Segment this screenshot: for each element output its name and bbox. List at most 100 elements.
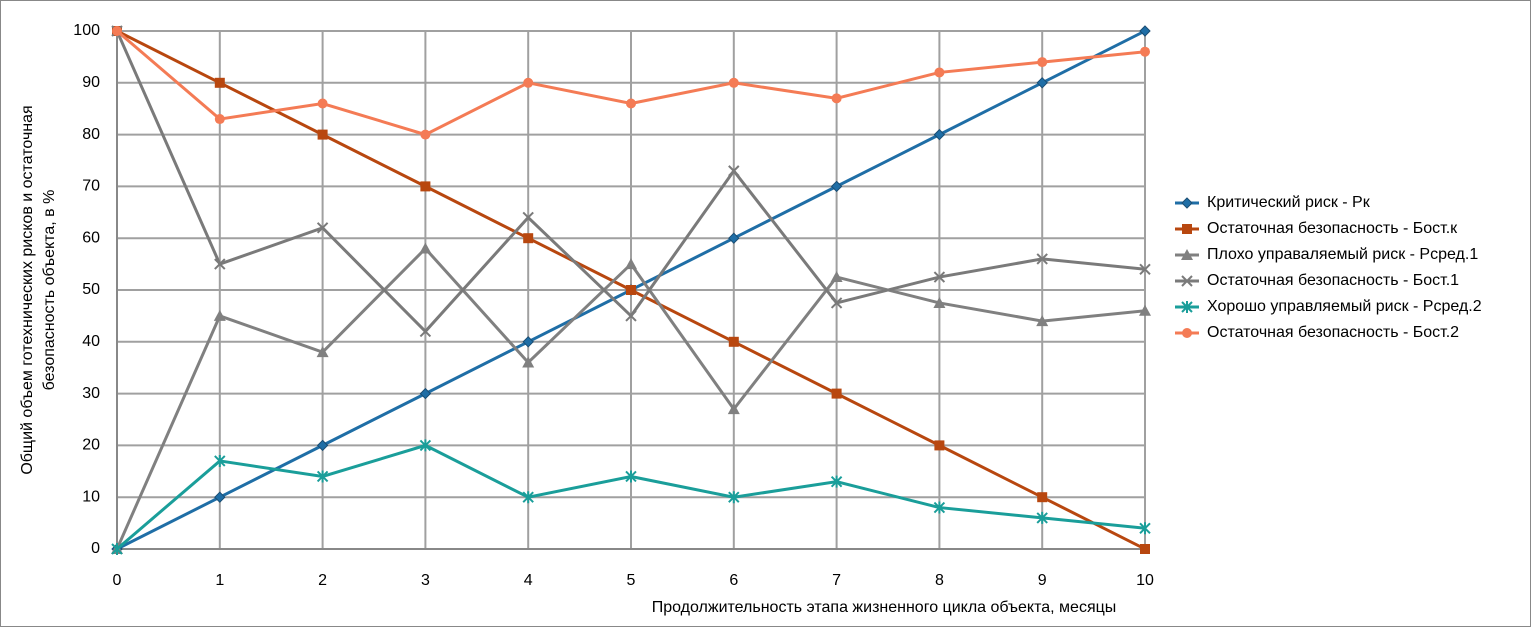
marker — [523, 233, 534, 244]
legend-marker — [1181, 249, 1193, 260]
y-tick-label: 40 — [82, 333, 100, 350]
marker — [626, 98, 636, 109]
marker — [728, 232, 740, 244]
marker — [830, 475, 843, 488]
marker — [316, 439, 329, 452]
x-tick-label: 4 — [524, 572, 533, 589]
y-tick-label: 60 — [82, 229, 100, 246]
marker — [1139, 522, 1151, 535]
marker — [626, 285, 636, 295]
marker — [934, 67, 945, 78]
marker — [522, 336, 534, 348]
y-tick-label: 90 — [82, 74, 100, 91]
marker — [316, 222, 329, 234]
marker — [1036, 511, 1048, 524]
marker — [933, 271, 946, 283]
legend-marker — [1181, 301, 1193, 313]
y-tick-label: 100 — [73, 22, 100, 39]
marker — [830, 271, 843, 283]
marker — [625, 258, 637, 270]
x-tick-label: 8 — [935, 572, 944, 589]
marker — [522, 356, 535, 368]
marker — [316, 346, 329, 358]
marker — [419, 325, 432, 338]
legend-label: Остаточная безопасность - Бост.1 — [1207, 272, 1459, 289]
marker — [1140, 46, 1150, 57]
marker — [419, 387, 432, 400]
x-tick-label: 6 — [729, 572, 738, 589]
marker — [420, 181, 431, 192]
marker — [523, 77, 534, 88]
marker — [933, 296, 946, 308]
marker — [625, 310, 637, 322]
x-tick-label: 7 — [832, 572, 841, 589]
y-tick-label: 70 — [82, 178, 100, 195]
marker — [214, 114, 225, 125]
legend-marker — [1181, 275, 1193, 287]
marker — [1139, 263, 1151, 275]
legend-marker — [1182, 328, 1192, 338]
legend-marker — [1182, 224, 1192, 234]
legend-label: Хорошо управляемый риск - Рсред.2 — [1207, 298, 1482, 315]
y-axis-label: Общий объем готехнических рисков и остат… — [19, 105, 36, 474]
marker — [933, 128, 946, 141]
marker — [1140, 544, 1150, 554]
x-tick-label: 3 — [421, 572, 430, 589]
x-tick-label: 5 — [627, 572, 636, 589]
marker — [1036, 77, 1048, 89]
marker — [522, 211, 534, 224]
y-tick-label: 10 — [82, 488, 100, 505]
marker — [111, 543, 123, 555]
marker — [830, 297, 843, 309]
marker — [1036, 315, 1049, 327]
marker — [1037, 492, 1048, 503]
marker — [1139, 304, 1151, 316]
x-tick-label: 9 — [1038, 572, 1047, 589]
marker — [1139, 25, 1151, 37]
marker — [831, 93, 842, 104]
y-tick-label: 0 — [91, 540, 100, 557]
marker — [214, 77, 225, 88]
legend-label: Плохо управаляемый риск - Рсред.1 — [1207, 246, 1478, 263]
marker — [625, 470, 637, 483]
x-tick-label: 1 — [215, 572, 224, 589]
marker — [522, 491, 534, 504]
marker — [317, 129, 328, 140]
legend-label: Остаточная безопасность - Бост.к — [1207, 220, 1458, 237]
marker — [728, 336, 739, 347]
x-tick-label: 0 — [113, 572, 122, 589]
marker — [213, 309, 226, 321]
y-tick-label: 80 — [82, 126, 100, 143]
marker — [727, 403, 740, 415]
marker — [728, 165, 740, 177]
marker — [317, 98, 328, 109]
marker — [419, 439, 432, 452]
y-axis-label: безопасность объекта, в % — [41, 190, 58, 391]
y-tick-label: 20 — [82, 437, 100, 454]
legend-marker — [1181, 197, 1193, 209]
y-tick-label: 30 — [82, 385, 100, 402]
marker — [831, 388, 842, 399]
marker — [830, 180, 843, 193]
marker — [933, 501, 946, 514]
y-tick-label: 50 — [82, 281, 100, 298]
marker — [214, 454, 226, 467]
marker — [112, 26, 122, 36]
marker — [419, 242, 432, 254]
marker — [1036, 253, 1048, 265]
marker — [420, 129, 431, 140]
legend-label: Остаточная безопасность - Бост.2 — [1207, 324, 1459, 341]
marker — [728, 491, 740, 504]
marker — [728, 77, 739, 88]
marker — [934, 440, 945, 451]
x-tick-label: 10 — [1136, 572, 1154, 589]
marker — [1037, 57, 1048, 68]
x-axis-label: Продолжительность этапа жизненного цикла… — [652, 599, 1117, 616]
marker — [316, 470, 329, 483]
marker — [214, 258, 226, 270]
legend-label: Критический риск - Рк — [1207, 194, 1371, 211]
marker — [214, 491, 226, 503]
